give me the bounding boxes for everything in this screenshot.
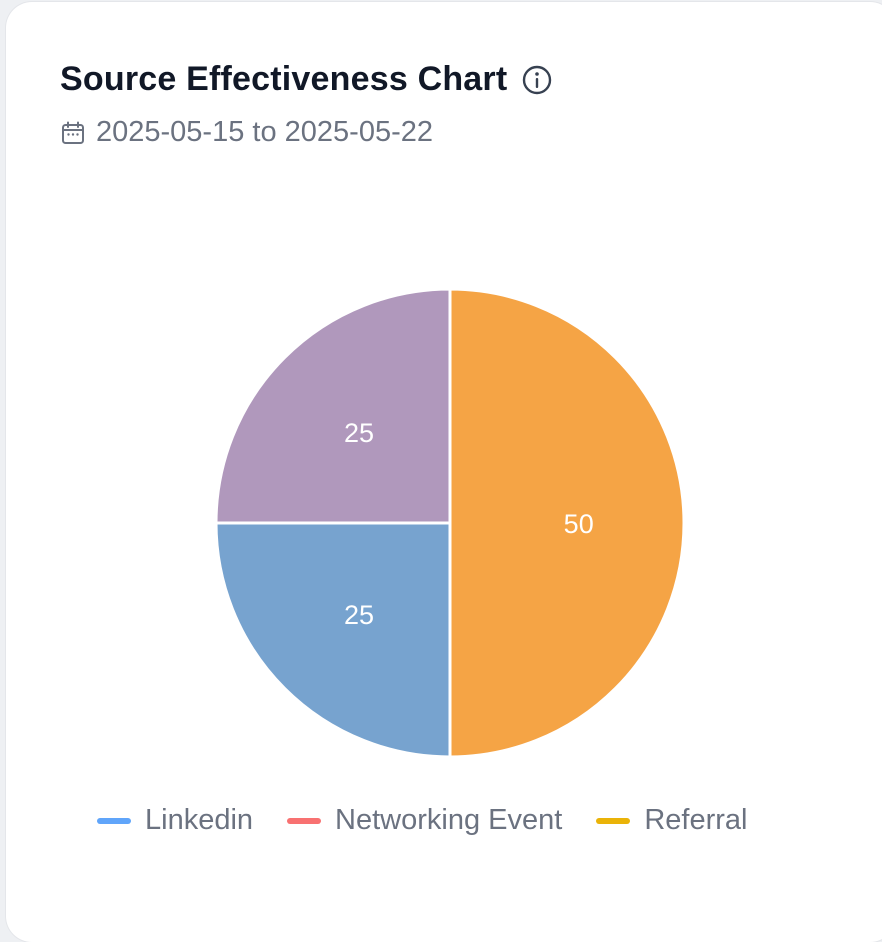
info-icon[interactable] xyxy=(521,64,553,96)
chart-legend: Linkedin Networking Event Referral xyxy=(97,804,781,837)
pie-slice-referral[interactable] xyxy=(448,287,686,759)
pie-slice-networking-event[interactable] xyxy=(214,287,452,525)
date-range-text: 2025-05-15 to 2025-05-22 xyxy=(96,116,433,148)
legend-item-networking-event[interactable]: Networking Event xyxy=(287,804,562,837)
calendar-icon xyxy=(60,120,86,146)
chart-title: Source Effectiveness Chart xyxy=(60,60,508,98)
legend-swatch xyxy=(287,817,322,824)
legend-label: Referral xyxy=(644,804,748,836)
slice-value-label: 25 xyxy=(344,600,374,630)
legend-swatch xyxy=(97,817,131,824)
pie-slice-linkedin[interactable] xyxy=(214,521,452,759)
pie-chart: 50 25 25 xyxy=(214,287,686,759)
legend-label: Networking Event xyxy=(335,804,563,836)
legend-item-referral[interactable]: Referral xyxy=(596,804,747,837)
date-range: 2025-05-15 to 2025-05-22 xyxy=(60,116,433,149)
title-row: Source Effectiveness Chart xyxy=(60,60,553,99)
legend-swatch xyxy=(596,817,631,824)
legend-item-linkedin[interactable]: Linkedin xyxy=(97,804,253,837)
slice-value-label: 25 xyxy=(344,418,374,448)
slice-value-label: 50 xyxy=(564,509,594,539)
legend-label: Linkedin xyxy=(145,804,254,836)
